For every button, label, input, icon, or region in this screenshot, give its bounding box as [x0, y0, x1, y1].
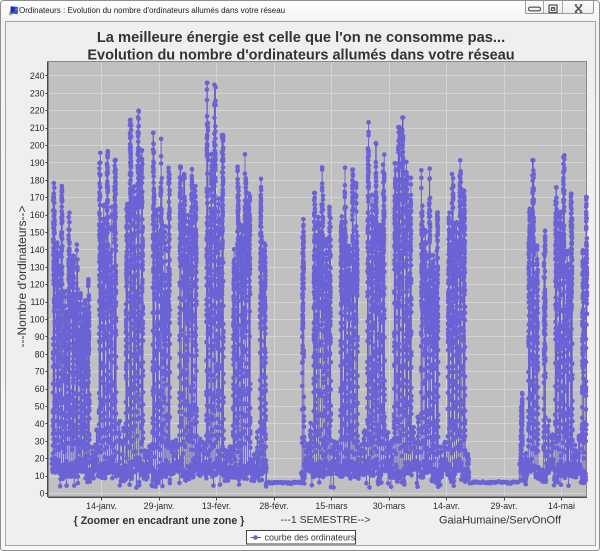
svg-text:170: 170	[30, 193, 45, 203]
svg-text:14-avr.: 14-avr.	[433, 501, 460, 511]
svg-text:210: 210	[30, 123, 45, 133]
svg-text:150: 150	[30, 228, 45, 238]
svg-text:La meilleure énergie est celle: La meilleure énergie est celle que l'on …	[97, 30, 505, 46]
svg-text:20: 20	[35, 454, 45, 464]
svg-text:120: 120	[30, 280, 45, 290]
svg-text:110: 110	[30, 297, 44, 307]
svg-text:40: 40	[35, 419, 45, 429]
svg-text:GaiaHumaine/ServOnOff: GaiaHumaine/ServOnOff	[439, 515, 562, 527]
svg-text:240: 240	[30, 71, 45, 81]
svg-text:15-mars: 15-mars	[315, 501, 348, 511]
svg-text:29-janv.: 29-janv.	[144, 501, 175, 511]
svg-text:14-mai: 14-mai	[548, 501, 575, 511]
svg-text:90: 90	[35, 332, 45, 342]
svg-text:13-févr.: 13-févr.	[202, 501, 231, 511]
svg-text:29-avr.: 29-avr.	[491, 501, 518, 511]
svg-text:28-févr.: 28-févr.	[259, 501, 288, 511]
svg-text:30-mars: 30-mars	[373, 501, 406, 511]
svg-text:60: 60	[35, 384, 45, 394]
svg-text:0: 0	[40, 489, 45, 499]
svg-text:140: 140	[30, 245, 45, 255]
svg-text:230: 230	[30, 88, 45, 98]
svg-text:14-janv.: 14-janv.	[86, 501, 117, 511]
svg-text:---1 SEMESTRE-->: ---1 SEMESTRE-->	[280, 514, 370, 526]
svg-text:190: 190	[30, 158, 45, 168]
svg-text:---Nombre d'ordinateurs-->: ---Nombre d'ordinateurs-->	[15, 205, 29, 347]
svg-text:180: 180	[30, 175, 45, 185]
svg-text:{ Zoomer en encadrant une zone: { Zoomer en encadrant une zone }	[74, 515, 245, 527]
svg-text:Evolution du nombre d'ordinate: Evolution du nombre d'ordinateurs allumé…	[87, 48, 514, 64]
svg-text:50: 50	[35, 402, 45, 412]
svg-text:160: 160	[30, 210, 45, 220]
svg-text:200: 200	[30, 141, 45, 151]
svg-text:70: 70	[35, 367, 45, 377]
svg-text:130: 130	[30, 262, 45, 272]
svg-text:220: 220	[30, 106, 45, 116]
svg-text:30: 30	[35, 436, 45, 446]
svg-text:courbe des ordinateurs: courbe des ordinateurs	[265, 533, 356, 543]
svg-text:80: 80	[35, 349, 45, 359]
svg-text:10: 10	[35, 471, 45, 481]
svg-text:100: 100	[30, 315, 45, 325]
